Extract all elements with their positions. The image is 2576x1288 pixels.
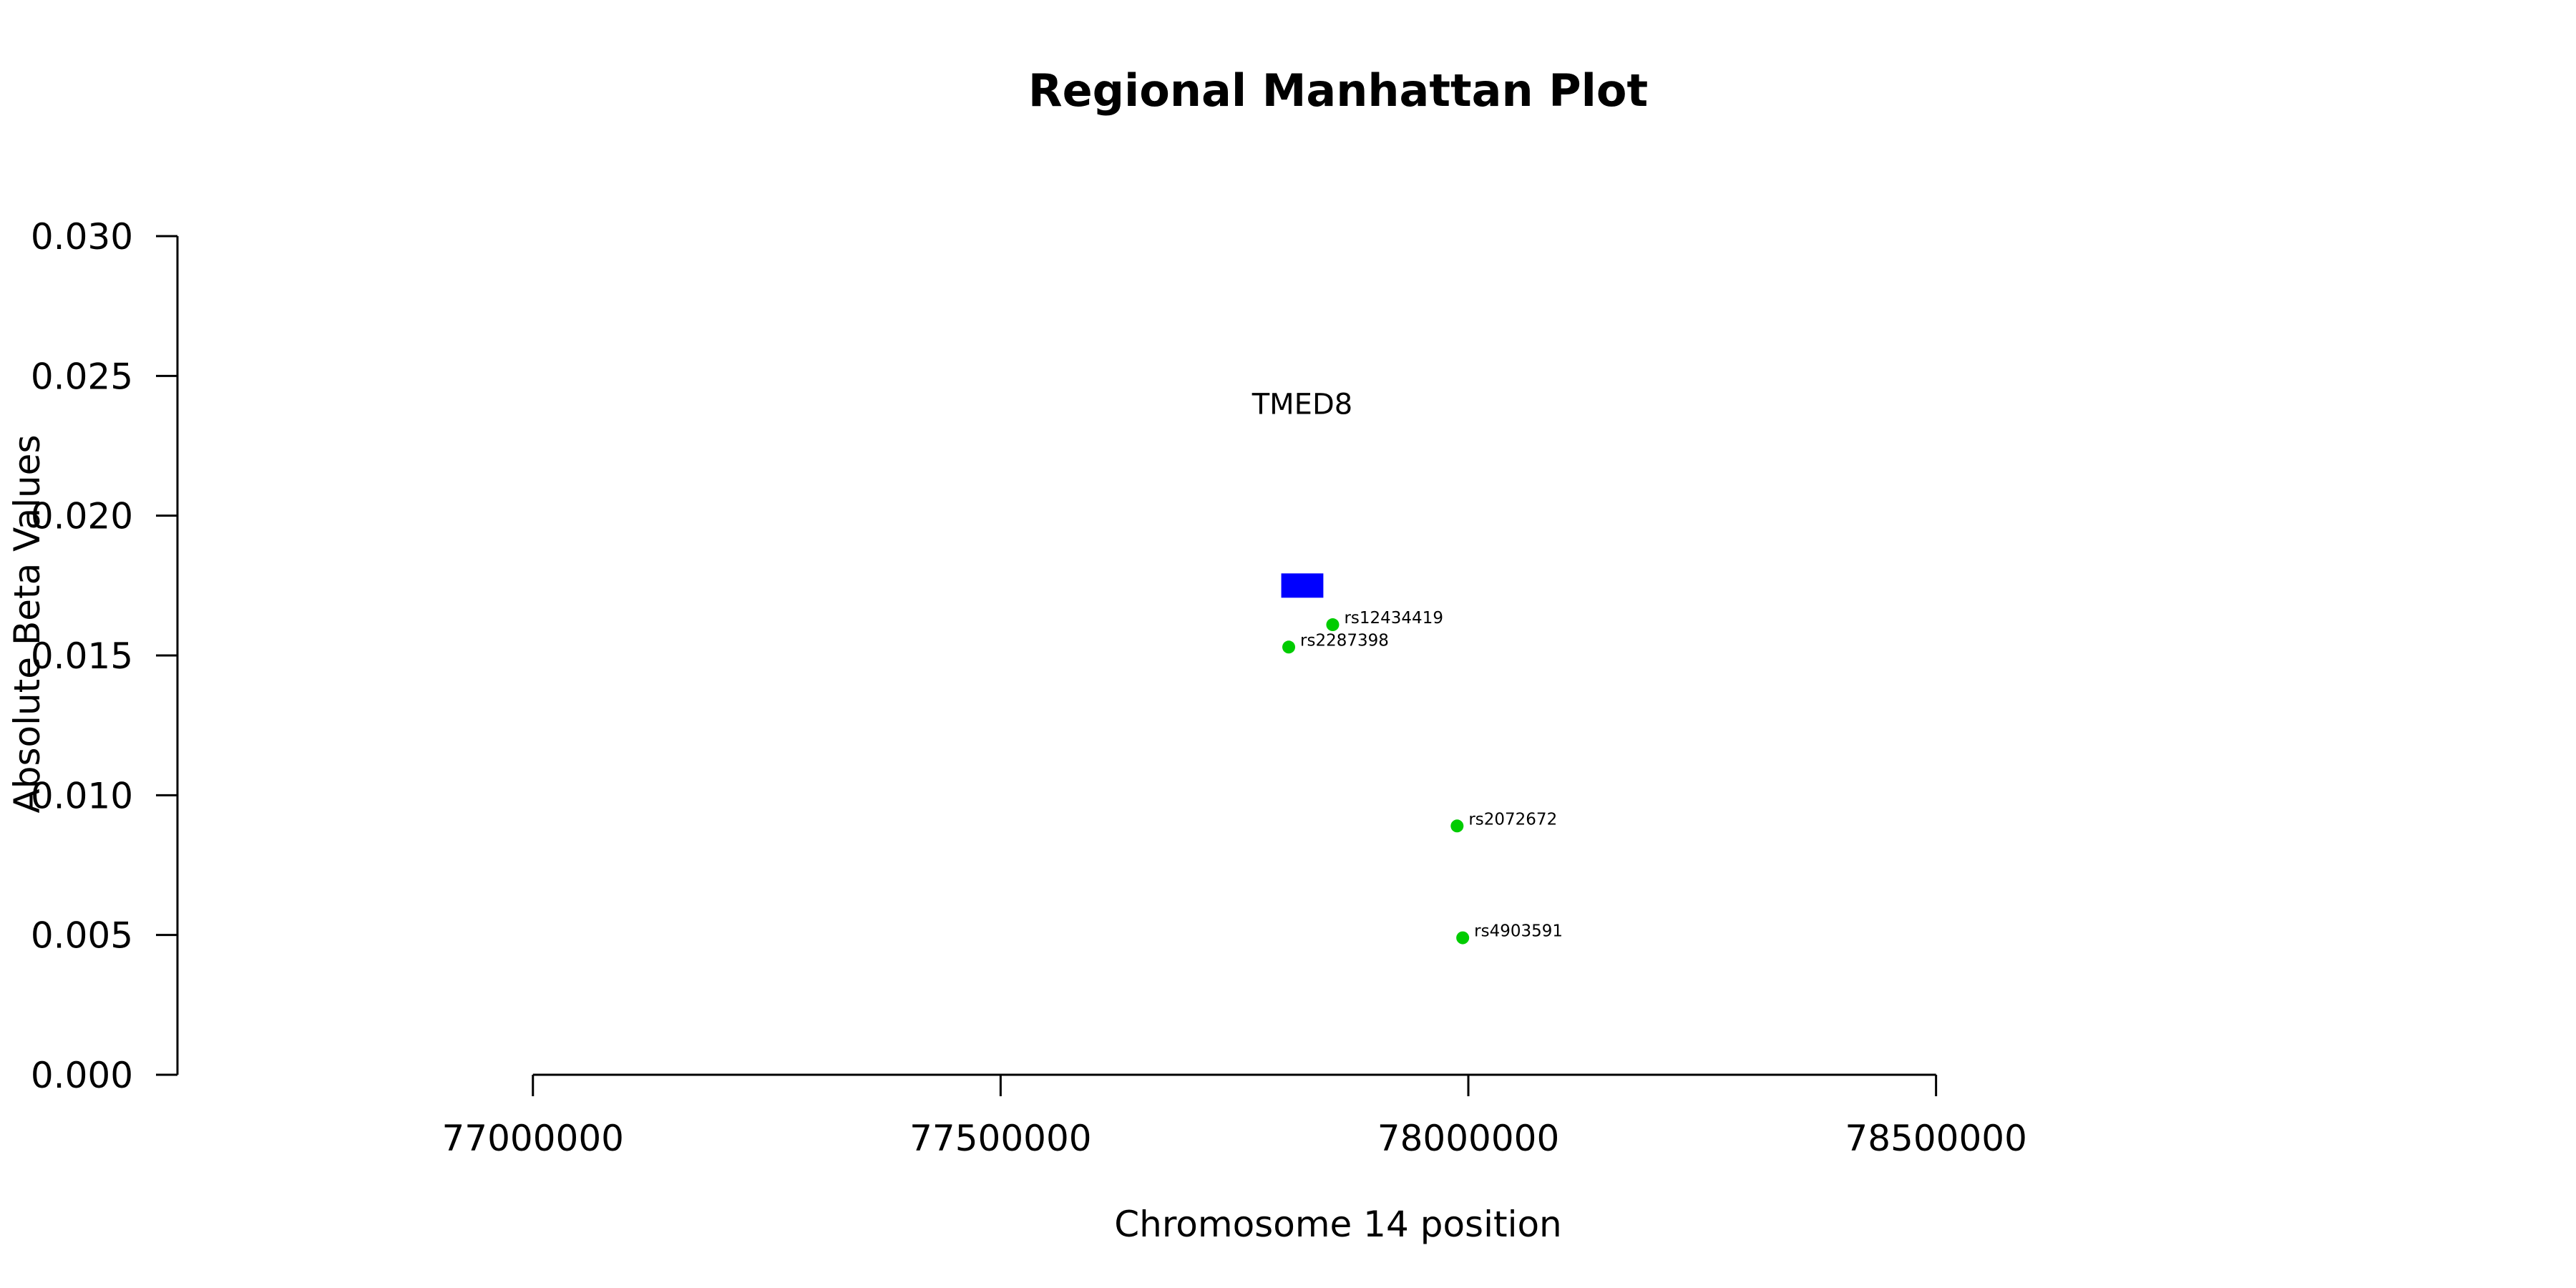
x-tick-label: 78500000: [1845, 1118, 2027, 1159]
y-tick-label: 0.030: [31, 216, 133, 258]
snp-point: [1456, 931, 1470, 945]
x-tick-label: 77500000: [909, 1118, 1092, 1159]
snp-point: [1326, 618, 1340, 632]
snp-point: [1282, 640, 1296, 654]
snp-label: rs2287398: [1300, 631, 1389, 650]
snp-points: rs12434419 rs2287398 rs2072672 rs4903591: [1282, 609, 1563, 945]
chart-title: Regional Manhattan Plot: [1028, 64, 1648, 117]
y-tick-label: 0.020: [31, 496, 133, 537]
gene-track: TMED8: [1252, 388, 1352, 598]
x-tick-label: 78000000: [1377, 1118, 1560, 1159]
snp-point: [1450, 819, 1464, 833]
gene-box: [1281, 573, 1324, 598]
y-tick-label: 0.015: [31, 635, 133, 677]
gene-label: TMED8: [1252, 388, 1352, 421]
y-tick-label: 0.010: [31, 775, 133, 816]
y-tick-label: 0.005: [31, 915, 133, 957]
x-axis: 77000000 77500000 78000000 78500000: [442, 1073, 2027, 1159]
x-axis-label: Chromosome 14 position: [1114, 1204, 1562, 1245]
snp-label: rs2072672: [1468, 810, 1557, 829]
y-axis: 0.000 0.005 0.010 0.015 0.020 0.025 0.030: [31, 216, 179, 1096]
y-tick-label: 0.025: [31, 356, 133, 397]
y-tick-label: 0.000: [31, 1055, 133, 1096]
x-tick-label: 77000000: [442, 1118, 625, 1159]
snp-label: rs12434419: [1344, 609, 1443, 628]
y-axis-label: Absolute Beta Values: [6, 435, 48, 814]
snp-label: rs4903591: [1474, 922, 1563, 941]
